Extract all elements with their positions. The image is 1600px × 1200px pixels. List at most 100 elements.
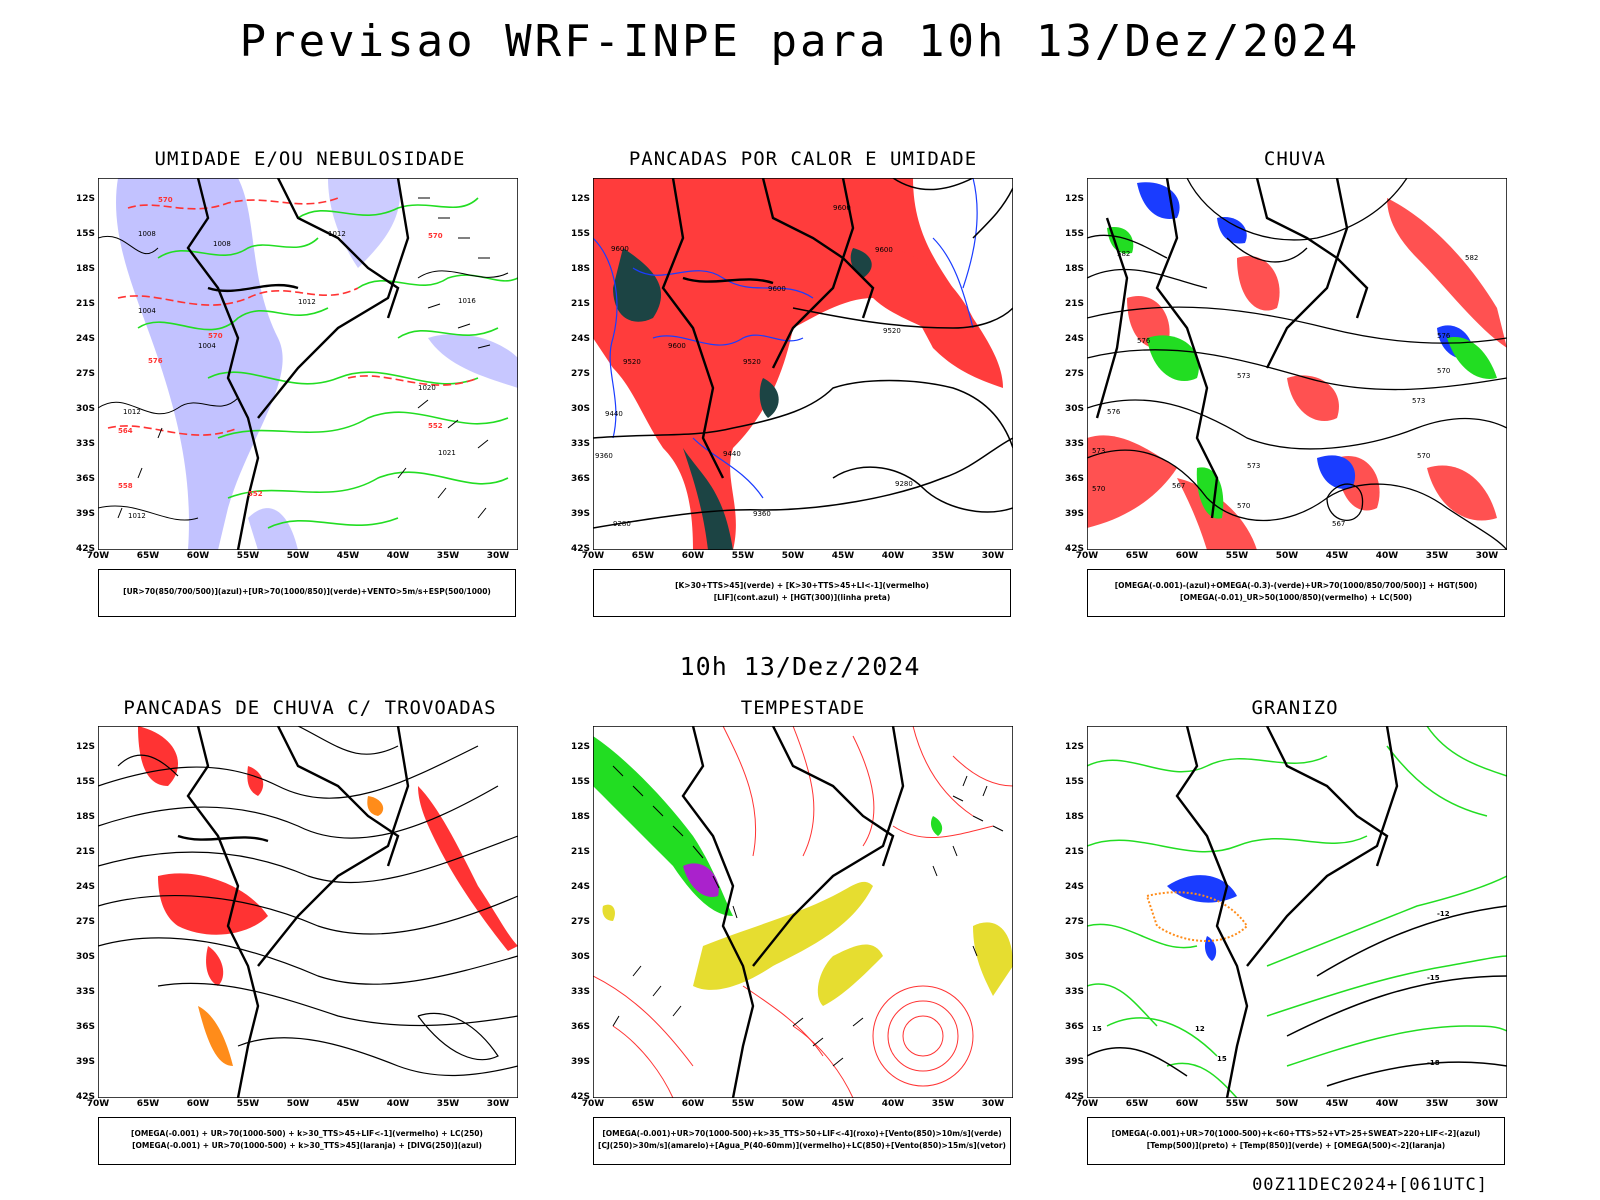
map-pancadas-calor-svg: 9600 9600 9600 9600 9600 9520 9520 9520 … [593,178,1013,550]
contour-label: -15 [1427,974,1440,982]
longitude-tick-label: 65W [631,1099,655,1109]
legend-tempestade: [OMEGA(-0.001)+UR>70(1000-500)+k>35_TTS>… [593,1117,1011,1165]
contour-label: 573 [1237,372,1250,380]
longitude-tick-label: 50W [1275,1099,1299,1109]
longitude-tick-label: 60W [186,551,210,561]
latitude-tick-label: 30S [1064,404,1084,414]
latitude-tick-label: 33S [1064,987,1084,997]
latitude-tick-label: 21S [75,299,95,309]
latitude-tick-label: 36S [570,474,590,484]
latitude-tick-label: 15S [75,229,95,239]
legend-granizo: [OMEGA(-0.001)+UR>70(1000-500)+k<60+TTS>… [1087,1117,1505,1165]
model-run-label: 00Z11DEC2024+[061UTC] [1252,1175,1488,1195]
contour-label: 1012 [298,298,316,306]
latitude-tick-label: 39S [75,1057,95,1067]
longitude-tick-label: 60W [186,1099,210,1109]
contour-label: 1021 [438,449,456,457]
map-chuva[interactable]: 576 576 570 573 573 576 573 573 570 567 … [1087,178,1507,550]
contour-label: 576 [1137,337,1151,345]
longitude-tick-label: 45W [831,1099,855,1109]
legend-line: [OMEGA(-0.01)_UR>50(1000/850)(vermelho) … [1179,593,1413,602]
contour-label: 1004 [198,342,216,350]
latitude-tick-label: 33S [570,439,590,449]
latitude-tick-label: 33S [570,987,590,997]
longitude-tick-label: 35W [1425,551,1449,561]
longitude-tick-label: 35W [931,551,955,561]
map-umidade[interactable]: 1008 1008 1012 1004 1004 1012 1016 1020 … [98,178,518,550]
longitude-tick-label: 45W [336,551,360,561]
contour-label: 1020 [418,384,436,392]
longitude-tick-label: 40W [881,551,905,561]
longitude-tick-label: 40W [881,1099,905,1109]
contour-label: 1016 [458,297,476,305]
latitude-tick-label: 12S [1064,194,1084,204]
panel-title-tempestade: TEMPESTADE [740,697,866,719]
map-umidade-svg: 1008 1008 1012 1004 1004 1012 1016 1020 … [98,178,518,550]
contour-label: 9280 [895,480,913,488]
longitude-tick-label: 50W [286,1099,310,1109]
longitude-tick-label: 55W [236,1099,260,1109]
contour-label: 582 [1117,250,1130,258]
latitude-tick-label: 42S [570,1092,590,1102]
longitude-tick-label: 65W [631,551,655,561]
latitude-tick-label: 24S [75,334,95,344]
longitude-tick-label: 50W [286,551,310,561]
contour-label: 576 [1107,408,1121,416]
longitude-tick-label: 55W [731,551,755,561]
contour-label: 570 [428,232,443,240]
contour-label: 1004 [138,307,156,315]
latitude-tick-label: 21S [75,847,95,857]
contour-label: 570 [1237,502,1250,510]
legend-line: [UR>70(850/700/500)](azul)+[UR>70(1000/8… [123,587,491,596]
latitude-tick-label: 15S [75,777,95,787]
latitude-tick-label: 24S [1064,334,1084,344]
longitude-tick-label: 60W [681,551,705,561]
latitude-tick-label: 18S [75,264,95,274]
contour-label: 576 [148,357,163,365]
latitude-tick-label: 39S [1064,509,1084,519]
longitude-tick-label: 30W [486,1099,510,1109]
longitude-tick-label: 30W [1475,1099,1499,1109]
latitude-tick-label: 39S [75,509,95,519]
longitude-tick-label: 60W [1175,1099,1199,1109]
main-title: Previsao WRF-INPE para 10h 13/Dez/2024 [239,16,1361,67]
legend-line: [OMEGA(-0.001)-(azul)+OMEGA(-0.3)-(verde… [1114,581,1478,590]
latitude-tick-label: 21S [570,847,590,857]
longitude-tick-label: 35W [1425,1099,1449,1109]
contour-label: 9520 [623,358,641,366]
longitude-tick-label: 45W [831,551,855,561]
longitude-tick-label: 35W [436,551,460,561]
latitude-tick-label: 30S [75,404,95,414]
map-granizo[interactable]: -12 -15 -18 12 15 15 [1087,726,1507,1098]
contour-label: 570 [158,196,173,204]
panel-title-granizo: GRANIZO [1251,697,1339,719]
longitude-tick-label: 40W [386,551,410,561]
latitude-tick-label: 36S [1064,474,1084,484]
latitude-tick-label: 42S [1064,544,1084,554]
latitude-tick-label: 42S [75,544,95,554]
longitude-tick-label: 65W [1125,551,1149,561]
panel-title-chuva: CHUVA [1263,148,1327,170]
map-tempestade[interactable] [593,726,1013,1098]
latitude-tick-label: 27S [570,369,590,379]
legend-umidade: [UR>70(850/700/500)](azul)+[UR>70(1000/8… [98,569,516,617]
contour-label: 1008 [138,230,156,238]
contour-label: 582 [1465,254,1478,262]
legend-line: [OMEGA(-0.001) + UR>70(1000-500) + k>30_… [131,1129,483,1138]
map-pancadas-trovoadas[interactable] [98,726,518,1098]
latitude-tick-label: 36S [75,474,95,484]
legend-line: [LIF](cont.azul) + [HGT(300)](linha pret… [713,593,891,602]
latitude-tick-label: 18S [570,264,590,274]
longitude-tick-label: 40W [1375,551,1399,561]
contour-label: 9360 [595,452,613,460]
contour-label: 9520 [743,358,761,366]
map-granizo-svg: -12 -15 -18 12 15 15 [1087,726,1507,1098]
latitude-tick-label: 36S [1064,1022,1084,1032]
map-pancadas-calor[interactable]: 9600 9600 9600 9600 9600 9520 9520 9520 … [593,178,1013,550]
longitude-tick-label: 45W [1325,1099,1349,1109]
contour-label: 552 [428,422,443,430]
longitude-tick-label: 50W [781,551,805,561]
longitude-tick-label: 40W [386,1099,410,1109]
longitude-tick-label: 35W [436,1099,460,1109]
contour-label: 570 [1417,452,1430,460]
